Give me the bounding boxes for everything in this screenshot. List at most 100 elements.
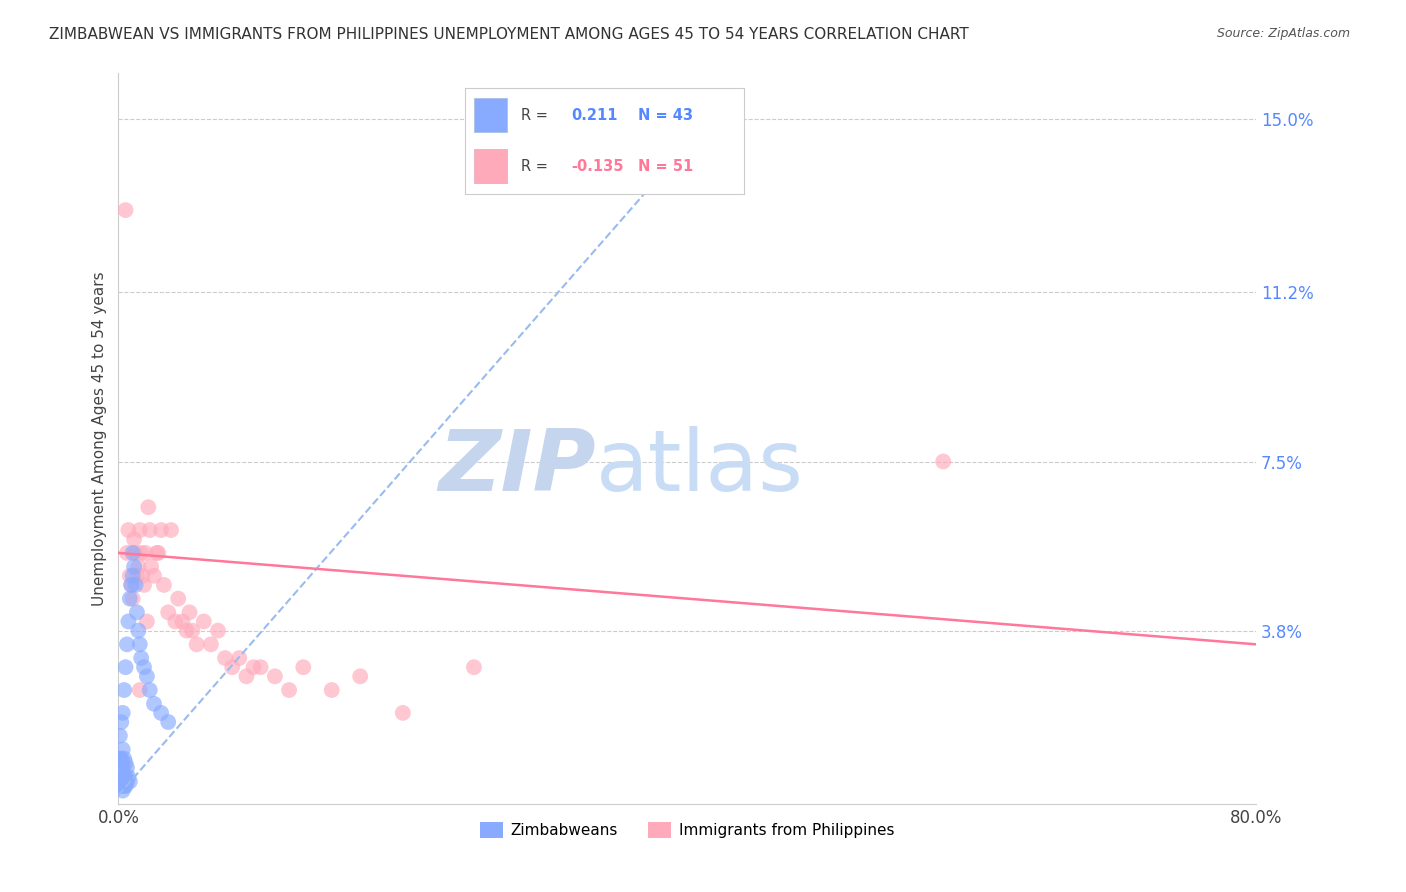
Point: [111, 774, 134, 789]
Point: [112, 770, 135, 784]
Point: [129, 651, 152, 665]
Point: [121, 591, 143, 606]
Point: [463, 660, 485, 674]
Text: ZIP: ZIP: [439, 426, 596, 509]
Point: [110, 770, 132, 784]
Point: [167, 591, 190, 606]
Point: [108, 729, 131, 743]
Point: [172, 615, 194, 629]
Point: [121, 546, 143, 560]
Point: [114, 756, 136, 771]
Point: [157, 714, 180, 729]
Point: [321, 683, 343, 698]
Point: [214, 651, 236, 665]
Point: [242, 660, 264, 674]
Point: [160, 523, 183, 537]
Point: [114, 203, 136, 218]
Point: [132, 578, 155, 592]
Point: [148, 546, 170, 560]
Point: [120, 578, 142, 592]
Point: [122, 559, 145, 574]
Point: [179, 605, 201, 619]
Point: [111, 783, 134, 797]
Point: [128, 683, 150, 698]
Point: [134, 546, 156, 560]
Point: [249, 660, 271, 674]
Point: [121, 568, 143, 582]
Point: [193, 615, 215, 629]
Point: [292, 660, 315, 674]
Point: [132, 660, 155, 674]
Point: [135, 615, 157, 629]
Point: [114, 779, 136, 793]
Point: [278, 683, 301, 698]
Point: [157, 605, 180, 619]
Point: [176, 624, 198, 638]
Point: [115, 637, 138, 651]
Point: [221, 660, 243, 674]
Point: [110, 779, 132, 793]
Point: [128, 637, 150, 651]
Point: [153, 578, 176, 592]
Point: [112, 683, 135, 698]
Point: [143, 697, 166, 711]
Point: [349, 669, 371, 683]
Point: [235, 669, 257, 683]
Point: [118, 774, 141, 789]
Point: [392, 706, 415, 720]
Point: [207, 624, 229, 638]
Legend: Zimbabweans, Immigrants from Philippines: Zimbabweans, Immigrants from Philippines: [474, 816, 901, 844]
Point: [932, 454, 955, 468]
Point: [118, 568, 141, 582]
Point: [125, 568, 148, 582]
Point: [200, 637, 222, 651]
Point: [108, 761, 131, 775]
Point: [228, 651, 250, 665]
Point: [146, 546, 169, 560]
Point: [108, 751, 131, 765]
Point: [114, 770, 136, 784]
Point: [122, 532, 145, 546]
Point: [115, 546, 138, 560]
Point: [111, 706, 134, 720]
Point: [138, 683, 160, 698]
Point: [138, 523, 160, 537]
Point: [263, 669, 285, 683]
Y-axis label: Unemployment Among Ages 45 to 54 years: Unemployment Among Ages 45 to 54 years: [93, 271, 107, 606]
Point: [143, 568, 166, 582]
Point: [111, 742, 134, 756]
Point: [128, 523, 150, 537]
Point: [111, 761, 134, 775]
Point: [110, 751, 132, 765]
Text: Source: ZipAtlas.com: Source: ZipAtlas.com: [1216, 27, 1350, 40]
Point: [117, 523, 139, 537]
Point: [181, 624, 204, 638]
Text: atlas: atlas: [596, 426, 804, 509]
Text: ZIMBABWEAN VS IMMIGRANTS FROM PHILIPPINES UNEMPLOYMENT AMONG AGES 45 TO 54 YEARS: ZIMBABWEAN VS IMMIGRANTS FROM PHILIPPINE…: [49, 27, 969, 42]
Point: [150, 523, 173, 537]
Point: [124, 578, 146, 592]
Point: [141, 559, 163, 574]
Point: [129, 546, 152, 560]
Point: [108, 774, 131, 789]
Point: [127, 559, 149, 574]
Point: [115, 761, 138, 775]
Point: [127, 624, 149, 638]
Point: [186, 637, 208, 651]
Point: [125, 605, 148, 619]
Point: [135, 669, 157, 683]
Point: [136, 500, 159, 515]
Point: [115, 774, 138, 789]
Point: [112, 751, 135, 765]
Point: [118, 591, 141, 606]
Point: [120, 578, 142, 592]
Point: [165, 615, 187, 629]
Point: [131, 568, 153, 582]
Point: [124, 546, 146, 560]
Point: [114, 660, 136, 674]
Point: [117, 770, 139, 784]
Point: [112, 779, 135, 793]
Point: [110, 714, 132, 729]
Point: [117, 615, 139, 629]
Point: [150, 706, 173, 720]
